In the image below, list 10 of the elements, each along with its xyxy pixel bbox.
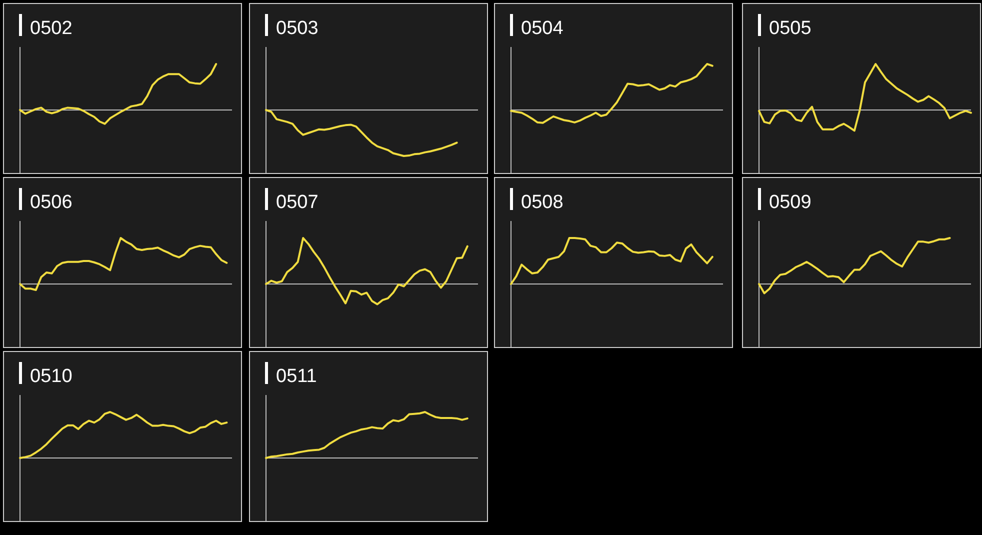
chart-title: 0506 [30, 192, 72, 213]
chart-title: 0502 [30, 18, 72, 39]
chart-title: 0509 [769, 192, 812, 213]
chart-title: 0503 [276, 18, 318, 39]
chart-title: 0505 [769, 18, 812, 39]
chart-title: 0507 [276, 192, 318, 213]
chart-title: 0511 [276, 366, 317, 387]
chart-title: 0508 [521, 192, 564, 213]
chart-title: 0510 [30, 366, 72, 387]
chart-title: 0504 [521, 18, 564, 39]
